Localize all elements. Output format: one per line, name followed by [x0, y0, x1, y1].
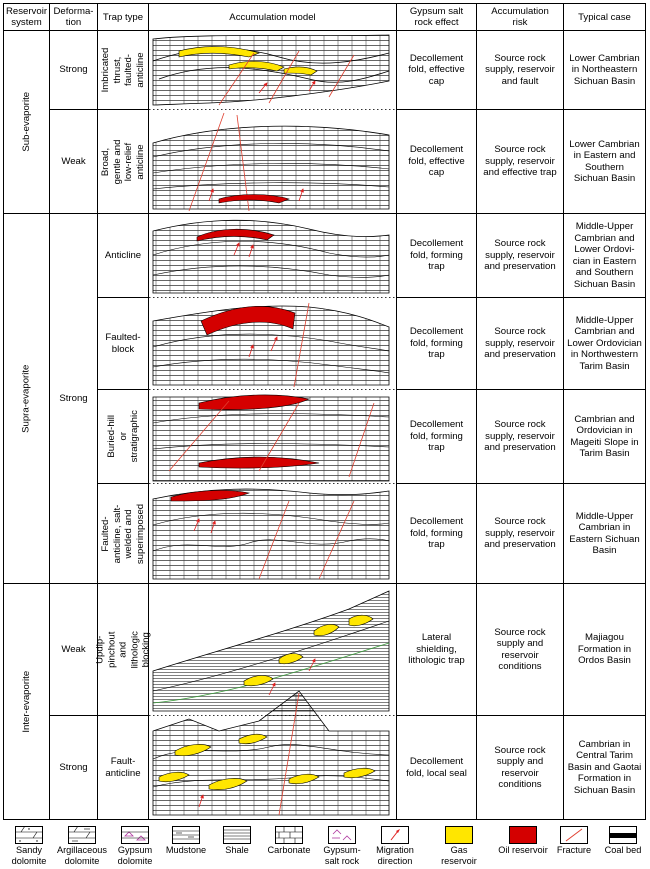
legend-item: Gas reservoir [433, 826, 485, 866]
trap-type-cell: Updip-pinchout and lithologic blocking [94, 630, 152, 669]
risk-cell: Source rock supply, reservoir and fault [485, 52, 555, 87]
model-buried-hill [152, 394, 390, 482]
accumulation-model-sketches [152, 34, 390, 816]
legend-item: Argillaceous dolomite [56, 826, 108, 866]
header-typical-case: Typical case [578, 11, 631, 23]
carbonate-swatch [275, 826, 303, 844]
trap-type-cell: Anticline [104, 249, 142, 261]
model-salt-welded [152, 488, 390, 580]
legend-item: Shale [211, 826, 263, 856]
model-broad-anticline [152, 112, 390, 212]
legend-item: Coal bed [597, 826, 649, 856]
legend-item: Fracture [548, 826, 600, 856]
deformation-cell: Weak [61, 643, 86, 655]
trap-type-cell: Faulted- block [105, 332, 141, 355]
trap-type-cell: Faulted-anticline, salt-welded and super… [100, 503, 146, 564]
deformation-cell: Strong [59, 761, 88, 773]
legend-item: Carbonate [263, 826, 315, 856]
legend-item: Migration direction [369, 826, 421, 866]
mudstone-swatch [172, 826, 200, 844]
migration-arrow-icon [381, 826, 409, 844]
trap-type-cell: Fault- anticline [105, 756, 141, 779]
trap-type-cell: Buried-hill or stratigraphic [105, 410, 140, 463]
case-cell: Cambrian and Ordovician in Mageiti Slope… [570, 413, 639, 460]
case-cell: Lower Cambrian in Northeastern Sichuan B… [569, 52, 640, 87]
case-cell: Middle-Upper Cambrian and Lower Ordovi- … [572, 221, 637, 290]
effect-cell: Decollement fold, forming trap [409, 419, 464, 454]
effect-cell: Decollement fold, forming trap [409, 326, 464, 361]
model-anticline [152, 219, 390, 294]
effect-cell: Decollement fold, effective cap [408, 52, 465, 87]
deformation-cell: Strong [59, 392, 88, 404]
model-updip-pinchout [152, 590, 390, 712]
risk-cell: Source rock supply, reservoir and preser… [484, 238, 556, 273]
header-deformation: Deforma- tion [53, 6, 94, 28]
legend-item: Sandy dolomite [3, 826, 55, 866]
deformation-cell: Weak [61, 155, 86, 167]
gas-reservoir-swatch [445, 826, 473, 844]
legend-item: Oil reservoir [497, 826, 549, 856]
shale-swatch [223, 826, 251, 844]
case-cell: Majiagou Formation in Ordos Basin [577, 632, 632, 667]
effect-cell: Lateral shielding, lithologic trap [408, 632, 465, 667]
header-reservoir-system: Reservoir system [5, 6, 48, 28]
trap-type-cell: Imbricated thrust, faulted-anticline [100, 47, 146, 93]
effect-cell: Decollement fold, forming trap [409, 238, 464, 273]
deformation-cell: Strong [59, 64, 88, 76]
header-gypsum-effect: Gypsum salt rock effect [409, 6, 464, 28]
effect-cell: Decollement fold, effective cap [408, 144, 465, 179]
case-cell: Lower Cambrian in Eastern and Southern S… [569, 138, 640, 185]
model-faulted-block [152, 302, 390, 388]
risk-cell: Source rock supply, reservoir and preser… [484, 326, 556, 361]
case-cell: Middle-Upper Cambrian and Lower Ordovici… [567, 314, 642, 372]
model-fault-anticline [152, 690, 390, 816]
case-cell: Middle-Upper Cambrian in Eastern Sichuan… [569, 510, 640, 557]
legend-item: Gypsum dolomite [109, 826, 161, 866]
effect-cell: Decollement fold, local seal [406, 756, 467, 779]
system-inter-evaporite: Inter-evaporite [20, 670, 32, 733]
header-accumulation-risk: Accumulation risk [491, 6, 549, 28]
legend-item: Mudstone [160, 826, 212, 856]
risk-cell: Source rock supply, reservoir and effect… [483, 144, 557, 179]
risk-cell: Source rock supply and reservoir conditi… [494, 744, 546, 791]
header-accumulation-model: Accumulation model [229, 11, 316, 23]
risk-cell: Source rock supply, reservoir and preser… [484, 419, 556, 454]
effect-cell: Decollement fold, forming trap [409, 516, 464, 551]
argillaceous-dolomite-swatch [68, 826, 96, 844]
coal-bed-swatch [609, 826, 637, 844]
system-sub-evaporite: Sub-evaporite [20, 92, 32, 152]
case-cell: Cambrian in Central Tarim Basin and Gaot… [567, 738, 642, 796]
fracture-icon [560, 826, 588, 844]
model-imbricated-thrust [152, 34, 390, 106]
risk-cell: Source rock supply, reservoir and preser… [484, 516, 556, 551]
header-trap-type: Trap type [102, 11, 144, 23]
system-supra-evaporite: Supra-evaporite [20, 364, 32, 433]
oil-reservoir-swatch [509, 826, 537, 844]
gypsum-salt-swatch [328, 826, 356, 844]
legend-item: Gypsum- salt rock [316, 826, 368, 866]
trap-type-cell: Broad, gentle and low-relief anticline [100, 139, 146, 184]
gypsum-dolomite-swatch [121, 826, 149, 844]
risk-cell: Source rock supply and reservoir conditi… [494, 626, 546, 673]
sandy-dolomite-swatch [15, 826, 43, 844]
